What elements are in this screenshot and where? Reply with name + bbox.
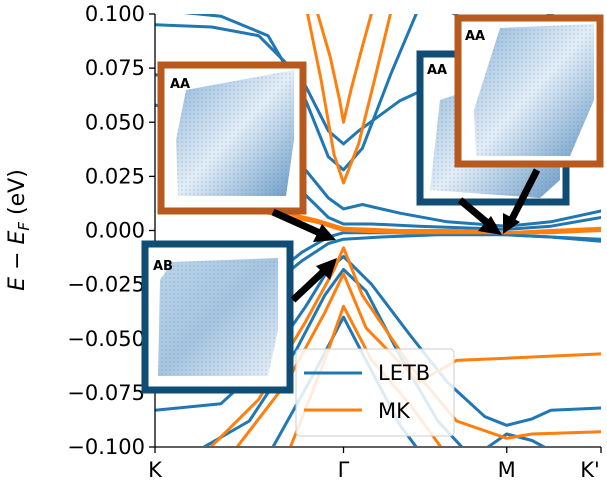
legend-label-mk: MK: [378, 399, 411, 423]
legend-label-letb: LETB: [378, 361, 430, 385]
y-tick-label: 0.050: [85, 110, 145, 134]
x-axis-ticks: K Γ M K': [148, 447, 602, 482]
y-tick-label: 0.075: [85, 56, 145, 80]
band-line-mk: [266, 207, 601, 235]
x-tick-label: K': [580, 458, 600, 482]
inset-image-aa-right: AA: [454, 14, 604, 168]
inset-label: AA: [465, 29, 485, 44]
arrow-head: [503, 213, 520, 234]
y-axis-title: E − EF (eV): [5, 169, 33, 291]
y-tick-label: 0.025: [85, 164, 145, 188]
y-axis-ticks: 0.100 0.075 0.050 0.025 0.000 −0.025 −0.050 −0.…: [67, 2, 155, 459]
y-tick-label: −0.050: [67, 327, 145, 351]
x-tick-label: Γ: [338, 458, 350, 482]
pointer-arrows: [271, 168, 541, 303]
x-tick-label: M: [498, 458, 516, 482]
band-line-mk: [316, 14, 373, 124]
legend: LETB MK: [295, 348, 455, 437]
arrow-aa-left: [271, 208, 324, 238]
y-tick-label: −0.025: [67, 273, 145, 297]
inset-label: AB: [153, 259, 173, 274]
y-tick-label: −0.075: [67, 381, 145, 405]
arrow-ab: [290, 267, 328, 303]
arrow-aa-right: [508, 168, 541, 221]
arrow-head: [316, 258, 337, 280]
inset-image-ab: AB: [141, 240, 294, 394]
arrow-head: [313, 224, 336, 242]
x-tick-label: K: [148, 458, 163, 482]
arrow-aa-middle: [457, 197, 493, 228]
y-tick-label: −0.100: [67, 435, 145, 459]
band-line-mk: [266, 211, 601, 235]
band-line-mk: [306, 14, 392, 185]
inset-image-aa-left: AA: [157, 61, 307, 215]
inset-label: AA: [427, 63, 447, 78]
y-tick-label: 0.000: [85, 219, 145, 243]
y-tick-label: 0.100: [85, 2, 145, 26]
inset-label: AA: [170, 77, 190, 92]
arrow-head: [478, 216, 502, 235]
band-line-letb: [183, 14, 418, 172]
